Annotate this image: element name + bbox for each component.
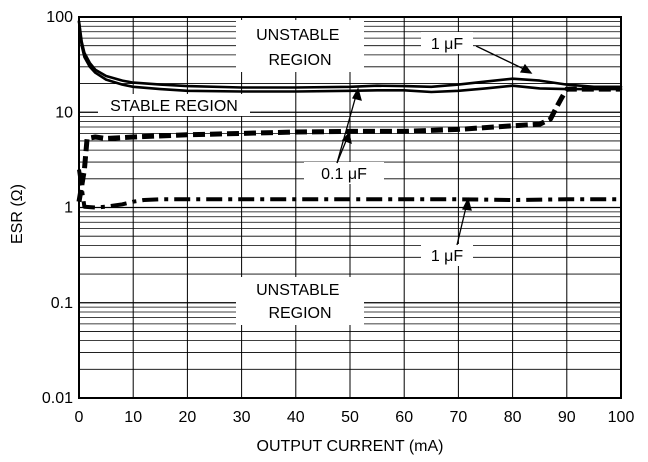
upper-1uf-label: 1 μF [431, 36, 464, 53]
unstable-region-bottom-label: UNSTABLE REGION [256, 282, 344, 322]
x-tick-label: 20 [179, 409, 197, 426]
upper-1uf-arrowhead [519, 63, 533, 74]
unstable-region-bottom-line2: REGION [268, 305, 331, 322]
y-tick-label: 10 [55, 104, 73, 121]
x-tick-label: 60 [395, 409, 413, 426]
y-tick-label: 1 [64, 200, 73, 217]
y-tick-label: 0.01 [42, 390, 73, 407]
stable-region-label-bg [98, 94, 250, 116]
unstable-region-top-label: UNSTABLE REGION [256, 27, 344, 69]
lower-1uf-label: 1 μF [431, 248, 464, 265]
unstable-region-top-label-bg [236, 20, 364, 72]
series-line-1 [77, 20, 623, 89]
unstable-region-bottom-line1: UNSTABLE [256, 282, 339, 299]
series-group [76, 20, 623, 210]
x-tick-label: 70 [450, 409, 468, 426]
x-tick-labels: 0 10 20 30 40 50 60 70 80 90 100 [75, 409, 635, 426]
series-line-2 [77, 20, 623, 94]
x-tick-label: 40 [287, 409, 305, 426]
x-tick-label: 30 [233, 409, 251, 426]
x-tick-label: 100 [608, 409, 635, 426]
y-tick-labels: 0.01 0.1 1 10 100 [42, 9, 73, 407]
point1uf-arrow-line-a [336, 91, 358, 164]
x-tick-label: 80 [504, 409, 522, 426]
lower-1uf-arrow-line [456, 202, 468, 246]
x-tick-label: 50 [341, 409, 359, 426]
x-axis-label: OUTPUT CURRENT (mA) [257, 438, 444, 455]
unstable-region-top-line1: UNSTABLE [256, 27, 339, 44]
upper-1uf-arrow-line [475, 45, 531, 73]
unstable-region-bottom-label-bg [236, 277, 364, 325]
lower-1uf-label-bg [421, 244, 473, 266]
unstable-region-top-line2: REGION [268, 52, 331, 69]
point1uf-arrowhead-b [341, 131, 352, 145]
point1uf-arrowhead-a [352, 87, 362, 101]
y-axis-label: ESR (Ω) [9, 184, 26, 244]
y-tick-label: 0.1 [51, 295, 73, 312]
upper-1uf-label-bg [421, 32, 473, 54]
grid [78, 16, 622, 399]
x-tick-label: 10 [124, 409, 142, 426]
lower-1uf-arrowhead [462, 197, 472, 211]
y-tick-label: 100 [46, 9, 73, 26]
x-tick-label: 90 [558, 409, 576, 426]
plot-frame [78, 16, 622, 399]
series-line-4 [77, 169, 621, 210]
point1uf-label-bg [304, 162, 384, 184]
annotation-arrows [336, 45, 533, 246]
point1uf-label: 0.1 μF [321, 166, 367, 183]
series-line-3 [76, 86, 621, 203]
x-tick-label: 0 [75, 409, 84, 426]
stable-region-label: STABLE REGION [110, 98, 238, 115]
